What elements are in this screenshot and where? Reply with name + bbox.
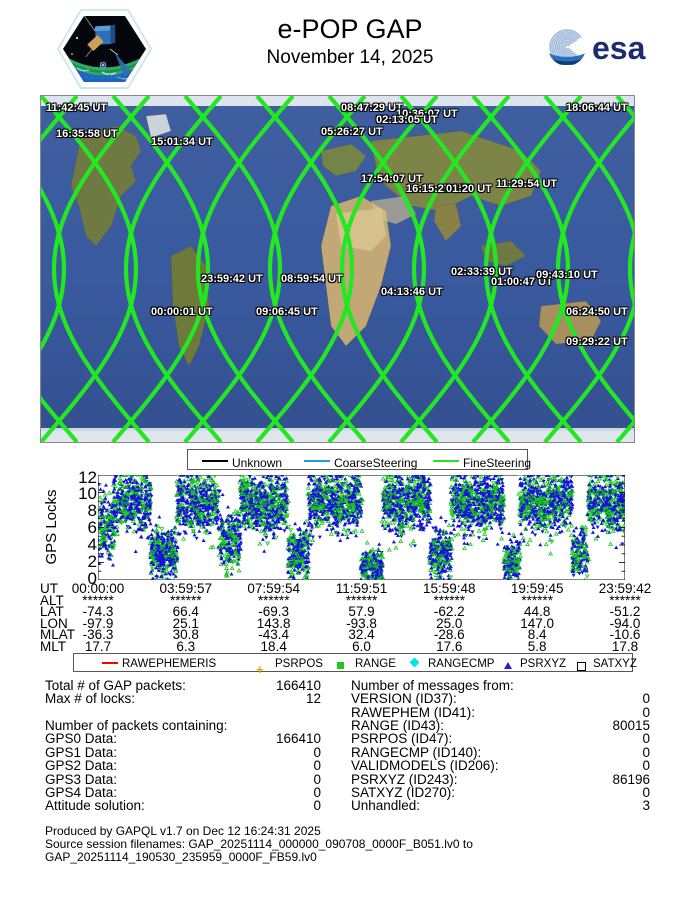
svg-text:esa: esa <box>592 30 646 66</box>
svg-text:CASSIOPE: CASSIOPE <box>86 74 123 81</box>
